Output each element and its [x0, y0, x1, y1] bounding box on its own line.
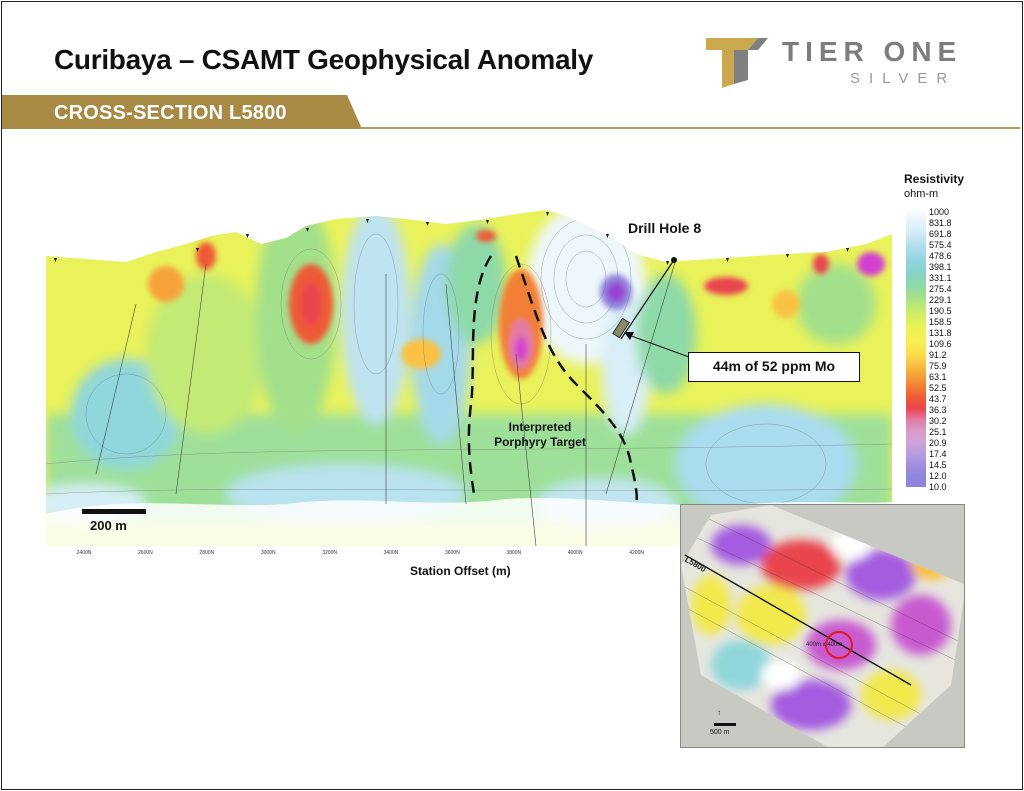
x-tick-label: 3400N: [383, 550, 399, 556]
x-tick-label: 3800N: [506, 550, 522, 556]
target-label: Interpreted Porphyry Target: [484, 420, 596, 450]
x-axis-title: Station Offset (m): [410, 564, 511, 578]
legend-value: 75.9: [929, 361, 947, 371]
legend-value: 17.4: [929, 449, 947, 459]
x-tick-label: 3200N: [322, 550, 337, 556]
company-logo: TIER ONE SILVER: [700, 30, 990, 92]
drill-hole-label: Drill Hole 8: [628, 220, 702, 236]
x-tick-label: 3000N: [260, 550, 276, 556]
section-banner: [2, 95, 362, 129]
legend-value: 109.6: [929, 339, 952, 349]
x-tick-label: 2400N: [76, 550, 92, 556]
legend-value: 25.1: [929, 427, 947, 437]
scale-bar: [82, 509, 146, 514]
inset-resistivity-map: [681, 505, 964, 747]
logo-mark-icon: [706, 38, 768, 88]
legend-value: 1000: [929, 207, 950, 217]
target-label-line1: Interpreted: [508, 420, 572, 434]
logo-word-tier-one: TIER ONE: [782, 36, 963, 67]
legend-value: 12.0: [929, 471, 947, 481]
logo-word-silver: SILVER: [850, 70, 957, 87]
legend-value: 190.5: [929, 306, 952, 316]
x-tick-label: 2800N: [199, 550, 215, 556]
scale-bar-label: 200 m: [90, 518, 127, 533]
legend-value: 478.6: [929, 251, 952, 261]
target-label-line2: Porphyry Target: [494, 435, 586, 449]
x-tick-label: 4000N: [567, 550, 583, 556]
section-banner-label: CROSS-SECTION L5800: [54, 102, 287, 124]
x-tick-label: 2600N: [138, 550, 153, 556]
legend-value: 52.5: [929, 383, 947, 393]
legend-value: 91.2: [929, 350, 947, 360]
page-title: Curibaya – CSAMT Geophysical Anomaly: [54, 44, 593, 75]
legend-value: 63.1: [929, 372, 947, 382]
legend-value: 20.9: [929, 438, 947, 448]
legend-value: 398.1: [929, 262, 952, 272]
legend-value: 10.0: [929, 482, 947, 492]
inset-map: [680, 504, 965, 748]
assay-callout: 44m of 52 ppm Mo: [688, 352, 860, 382]
x-tick-label: 4200N: [629, 550, 644, 556]
inset-target-label: 400m x 400m: [806, 642, 843, 648]
legend-value: 36.3: [929, 405, 947, 415]
legend-value: 691.8: [929, 229, 952, 239]
legend-value: 131.8: [929, 328, 952, 338]
legend-value: 158.5: [929, 317, 952, 327]
legend-value: 331.1: [929, 273, 952, 283]
legend-value: 14.5: [929, 460, 947, 470]
inset-scale-bar: [714, 723, 736, 726]
x-tick-label: 3600N: [445, 550, 460, 556]
legend-title: Resistivity: [904, 172, 965, 186]
header-rule: [360, 127, 1020, 129]
legend-value: 30.2: [929, 416, 947, 426]
legend-value: 275.4: [929, 284, 952, 294]
legend-value: 575.4: [929, 240, 952, 250]
legend-color-bar: [906, 207, 926, 487]
legend-value: 831.8: [929, 218, 952, 228]
legend-value: 43.7: [929, 394, 947, 404]
north-arrow-icon: ↑: [717, 708, 721, 717]
legend-value: 229.1: [929, 295, 952, 305]
inset-scale-label: 500 m: [710, 729, 730, 736]
legend-unit: ohm-m: [904, 188, 939, 200]
